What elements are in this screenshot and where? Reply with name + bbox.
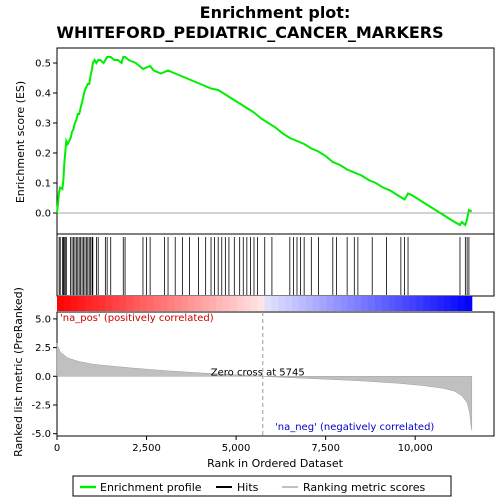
color-bar-segment [347,296,355,311]
color-bar-segment [333,296,341,311]
color-bar-segment [340,296,348,311]
es-y-tick-label: 0.3 [35,119,51,130]
es-y-axis: 0.0 0.1 0.2 0.3 0.4 0.5 [35,59,57,220]
rank-color-bar [57,296,473,311]
color-bar-segment [326,296,335,311]
color-bar-segment [202,296,210,311]
color-bar-segment [416,296,424,311]
color-bar-segment [146,296,155,311]
legend: Enrichment profile Hits Ranking metric s… [72,475,452,497]
x-tick-label: 0 [54,443,60,454]
metric-y-tick-label: 0.0 [35,372,51,383]
es-y-axis-label: Enrichment score (ES) [14,81,27,203]
es-panel-frame [56,47,495,235]
hits-marks [58,237,470,295]
metric-y-tick-label: -5.0 [31,429,51,440]
color-bar-segment [375,296,383,311]
color-bar-segment [174,296,182,311]
color-bar-segment [430,296,438,311]
color-bar-segment [388,296,397,311]
pos-label: 'na_pos' (positively correlated) [60,313,214,324]
color-bar-segment [312,296,321,311]
color-bar-segment [444,296,452,311]
color-bar-segment [278,296,286,311]
x-axis: 0 2,500 5,000 7,500 10,000 [54,436,433,454]
color-bar-segment [98,296,106,311]
chart-title-line2: WHITEFORD_PEDIATRIC_CANCER_MARKERS [56,23,443,42]
x-tick-label: 10,000 [398,443,433,454]
color-bar-segment [181,296,189,311]
color-bar-segment [457,296,466,311]
color-bar-segment [464,296,473,311]
color-bar-segment [57,296,65,311]
legend-metric-label: Ranking metric scores [303,481,425,494]
color-bar-segment [139,296,148,311]
x-axis-label: Rank in Ordered Dataset [207,457,344,470]
color-bar-segment [153,296,162,311]
color-bar-segment [395,296,404,311]
x-tick-label: 2,500 [132,443,161,454]
color-bar-segment [84,296,93,311]
zero-cross-label: Zero cross at 5745 [211,367,305,378]
chart-title-line1: Enrichment plot: [200,3,351,22]
color-bar-segment [133,296,141,311]
legend-enrichment-label: Enrichment profile [100,481,202,494]
color-bar-segment [423,296,431,311]
es-y-tick-label: 0.4 [35,89,51,100]
metric-y-tick-label: 5.0 [35,314,51,325]
color-bar-segment [216,296,224,311]
color-bar-segment [243,296,252,311]
color-bar-segment [209,296,217,311]
ranking-metric-area [56,342,473,431]
color-bar-segment [236,296,245,311]
metric-y-tick-label: -2.5 [31,401,51,412]
color-bar-segment [292,296,300,311]
color-bar-segment [119,296,127,311]
color-bar-segment [305,296,314,311]
color-bar-segment [368,296,376,311]
neg-label: 'na_neg' (negatively correlated) [275,422,434,433]
enrichment-profile-line [56,56,473,227]
color-bar-segment [126,296,134,311]
color-bar-segment [112,296,120,311]
color-bar-segment [222,296,231,311]
color-bar-segment [188,296,196,311]
es-y-tick-label: 0.0 [35,209,51,220]
legend-hits-label: Hits [237,481,259,494]
color-bar-segment [229,296,238,311]
color-bar-segment [271,296,279,311]
metric-y-axis: -5.0 -2.5 0.0 2.5 5.0 [31,314,57,440]
es-y-tick-label: 0.2 [35,149,51,160]
color-bar-segment [160,296,169,311]
metric-y-tick-label: 2.5 [35,343,51,354]
color-bar-segment [264,296,272,311]
color-bar-segment [437,296,445,311]
hits-panel-frame [56,233,495,297]
color-bar-segment [451,296,459,311]
color-bar-segment [298,296,307,311]
color-bar-segment [167,296,176,311]
color-bar-segment [70,296,79,311]
color-bar-segment [195,296,203,311]
color-bar-segment [257,296,265,311]
es-y-tick-label: 0.1 [35,179,51,190]
color-bar-segment [381,296,390,311]
x-tick-label: 7,500 [311,443,340,454]
legend-frame [72,475,452,497]
color-bar-segment [77,296,86,311]
color-bar-segment [63,296,72,311]
color-bar-segment [250,296,258,311]
color-bar-segment [285,296,293,311]
color-bar-segment [409,296,417,311]
color-bar-segment [354,296,362,311]
x-tick-label: 5,000 [222,443,251,454]
color-bar-segment [402,296,411,311]
metric-y-axis-label: Ranked list metric (PreRanked) [12,287,25,457]
color-bar-segment [105,296,113,311]
color-bar-segment [361,296,369,311]
color-bar-segment [91,296,99,311]
es-y-tick-label: 0.5 [35,59,51,70]
color-bar-segment [319,296,328,311]
